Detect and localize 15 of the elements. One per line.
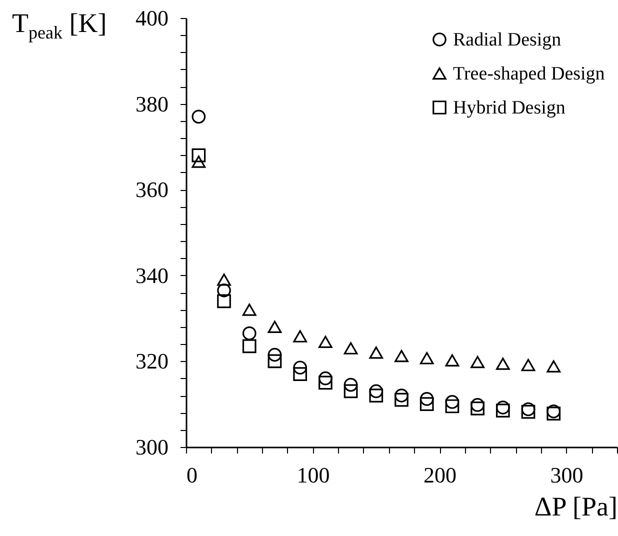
y-tick-label: 320: [136, 348, 168, 374]
y-tick-label: 380: [136, 91, 168, 116]
x-axis-title: ΔP [Pa]: [534, 492, 618, 522]
legend-label: Radial Design: [453, 30, 562, 50]
x-tick-label: 200: [424, 462, 457, 488]
legend-label: Hybrid Design: [453, 98, 566, 118]
x-tick-label: 0: [186, 462, 198, 488]
y-tick-label: 340: [136, 262, 168, 288]
y-tick-label: 360: [136, 177, 168, 202]
y-tick-label: 300: [136, 434, 168, 460]
x-tick-label: 100: [296, 462, 330, 488]
x-tick-label: 300: [550, 462, 584, 488]
legend-label: Tree-shaped Design: [453, 64, 606, 84]
y-axis-title: T$_{peak}$ [K]: [12, 8, 107, 44]
y-tick-label: 400: [136, 6, 168, 30]
